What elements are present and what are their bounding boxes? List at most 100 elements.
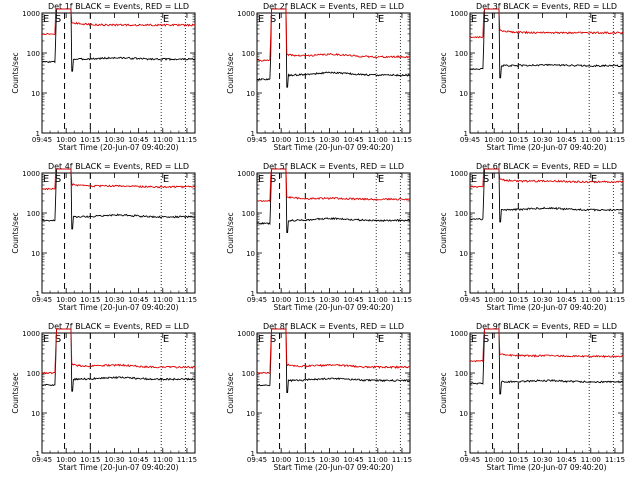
- y-tick-label: 1000: [237, 10, 255, 18]
- x-tick-label: 11:15: [392, 456, 412, 464]
- x-tick-label: 10:30: [104, 456, 124, 464]
- plot-frame: [469, 172, 624, 294]
- y-tick-label: 100: [27, 50, 40, 58]
- event-marker: E: [471, 174, 477, 185]
- event-marker: E: [43, 174, 49, 185]
- chart-panel-8: Det 8f BLACK = Events, RED = LLD 1 10 100 10…: [226, 322, 412, 472]
- x-axis-label: Start Time (20-Jun-07 09:40:20): [274, 143, 394, 152]
- plot-frame: [41, 332, 196, 454]
- event-marker: E: [43, 334, 49, 345]
- y-axis-label: Counts/sec: [439, 212, 448, 253]
- x-tick-label: 11:00: [581, 296, 601, 304]
- y-tick-label: 1000: [237, 330, 255, 338]
- x-tick-label: 10:45: [129, 136, 149, 144]
- chart-title: Det 5f BLACK = Events, RED = LLD: [263, 162, 404, 171]
- y-tick-label: 1: [464, 450, 468, 458]
- chart-panel-6: Det 6f BLACK = Events, RED = LLD 1 10 100 10…: [439, 162, 625, 312]
- x-axis-label: Start Time (20-Jun-07 09:40:20): [59, 303, 179, 312]
- event-marker: E: [163, 14, 169, 25]
- x-axis-label: Start Time (20-Jun-07 09:40:20): [59, 143, 179, 152]
- y-tick-label: 100: [455, 370, 468, 378]
- x-tick-label: 10:00: [56, 456, 76, 464]
- y-tick-label: 1000: [450, 170, 468, 178]
- x-tick-label: 10:15: [80, 296, 100, 304]
- lld-series-line: [470, 168, 624, 189]
- y-tick-label: 10: [246, 250, 255, 258]
- x-tick-label: 11:00: [368, 296, 388, 304]
- chart-title: Det 9f BLACK = Events, RED = LLD: [476, 322, 617, 331]
- x-tick-label: 10:00: [271, 136, 291, 144]
- x-axis-label: Start Time (20-Jun-07 09:40:20): [59, 463, 179, 472]
- plot-frame: [256, 172, 411, 294]
- y-tick-label: 1000: [450, 10, 468, 18]
- y-tick-label: 10: [246, 90, 255, 98]
- x-tick-label: 10:30: [104, 136, 124, 144]
- x-tick-label: 09:45: [247, 136, 267, 144]
- y-tick-label: 1: [251, 290, 255, 298]
- chart-title: Det 1f BLACK = Events, RED = LLD: [48, 2, 189, 11]
- x-tick-label: 10:45: [557, 456, 577, 464]
- event-marker: E: [471, 14, 477, 25]
- y-tick-label: 10: [31, 410, 40, 418]
- chart-title: Det 8f BLACK = Events, RED = LLD: [263, 322, 404, 331]
- x-tick-label: 10:45: [344, 136, 364, 144]
- x-tick-label: 10:45: [344, 296, 364, 304]
- x-tick-label: 10:15: [295, 296, 315, 304]
- y-axis-label: Counts/sec: [439, 372, 448, 413]
- event-marker: E: [591, 14, 597, 25]
- plot-frame: [256, 12, 411, 134]
- chart-panel-4: Det 4f BLACK = Events, RED = LLD 1 10 100 10…: [11, 162, 197, 312]
- y-tick-label: 1: [464, 290, 468, 298]
- y-tick-label: 10: [459, 410, 468, 418]
- y-tick-label: 10: [246, 410, 255, 418]
- y-axis-label: Counts/sec: [11, 212, 20, 253]
- x-tick-label: 10:00: [484, 296, 504, 304]
- y-tick-label: 1000: [22, 10, 40, 18]
- plot-frame: [256, 332, 411, 454]
- event-marker: S: [483, 334, 489, 345]
- x-tick-label: 11:15: [177, 136, 197, 144]
- x-tick-label: 09:45: [32, 456, 52, 464]
- x-tick-label: 10:45: [344, 456, 364, 464]
- event-marker: S: [270, 14, 276, 25]
- lld-series-line: [41, 8, 196, 36]
- y-tick-label: 1: [36, 130, 40, 138]
- chart-panel-9: Det 9f BLACK = Events, RED = LLD 1 10 100 10…: [439, 322, 625, 472]
- x-tick-label: 10:00: [271, 296, 291, 304]
- y-tick-label: 10: [459, 90, 468, 98]
- x-tick-label: 10:00: [271, 456, 291, 464]
- x-tick-label: 10:30: [319, 296, 339, 304]
- y-tick-label: 1: [36, 450, 40, 458]
- y-tick-label: 100: [27, 370, 40, 378]
- plot-frame: [41, 12, 196, 134]
- x-tick-label: 10:45: [129, 456, 149, 464]
- event-marker: S: [483, 14, 489, 25]
- event-marker: E: [258, 14, 264, 25]
- chart-panel-2: Det 2f BLACK = Events, RED = LLD 1 10 100 10…: [226, 2, 412, 152]
- y-tick-label: 1: [251, 130, 255, 138]
- event-marker: E: [591, 334, 597, 345]
- x-tick-label: 09:45: [460, 136, 480, 144]
- y-axis-label: Counts/sec: [226, 372, 235, 413]
- event-marker: E: [378, 174, 384, 185]
- y-axis-label: Counts/sec: [11, 52, 20, 93]
- event-marker: E: [163, 334, 169, 345]
- y-tick-label: 100: [242, 370, 255, 378]
- y-tick-label: 100: [242, 210, 255, 218]
- lld-series-line: [469, 328, 624, 363]
- x-tick-label: 10:15: [295, 136, 315, 144]
- x-tick-label: 11:00: [153, 456, 173, 464]
- event-marker: E: [378, 334, 384, 345]
- plot-frame: [469, 332, 624, 454]
- chart-title: Det 2f BLACK = Events, RED = LLD: [263, 2, 404, 11]
- y-tick-label: 10: [459, 250, 468, 258]
- x-tick-label: 11:15: [177, 456, 197, 464]
- event-marker: E: [258, 334, 264, 345]
- chart-panel-1: Det 1f BLACK = Events, RED = LLD 1 10 100 10…: [11, 2, 197, 152]
- event-marker: S: [270, 334, 276, 345]
- chart-title: Det 7f BLACK = Events, RED = LLD: [48, 322, 189, 331]
- y-tick-label: 100: [455, 50, 468, 58]
- x-tick-label: 10:30: [319, 456, 339, 464]
- x-tick-label: 10:45: [557, 136, 577, 144]
- x-tick-label: 10:00: [484, 136, 504, 144]
